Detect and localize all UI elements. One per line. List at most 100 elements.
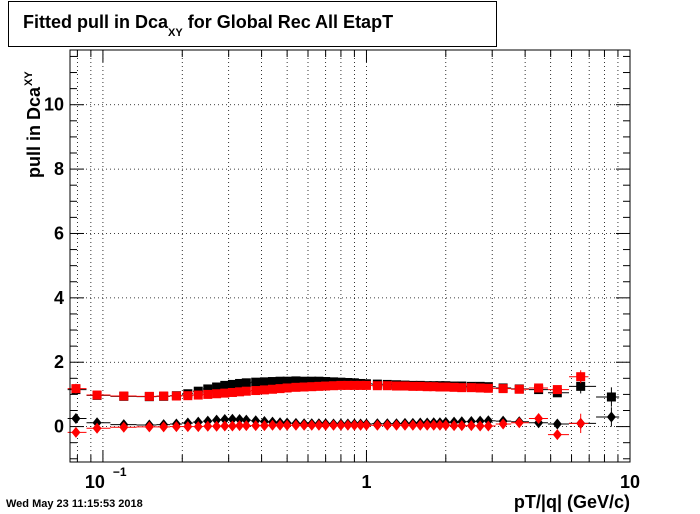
data-point — [259, 377, 269, 387]
data-point — [321, 377, 331, 387]
data-point — [449, 382, 459, 392]
data-point — [227, 387, 237, 397]
data-point — [498, 384, 508, 394]
data-point — [514, 417, 524, 429]
data-point — [235, 414, 245, 426]
data-point — [606, 411, 616, 423]
data-point — [343, 380, 353, 390]
data-point — [183, 421, 193, 433]
data-point — [193, 390, 203, 400]
data-point — [361, 380, 371, 390]
chart-title: Fitted pull in DcaXY for Global Rec All … — [23, 12, 394, 39]
data-point — [441, 382, 451, 392]
ylabel-main: pull in Dca — [24, 86, 44, 178]
series-3 — [67, 413, 589, 441]
data-point — [159, 391, 169, 401]
data-point — [267, 419, 277, 431]
data-point — [336, 380, 346, 390]
title-rest: for Global Rec All EtapT — [182, 12, 394, 32]
data-point — [241, 378, 251, 388]
data-point — [212, 414, 222, 426]
data-point — [71, 426, 81, 438]
data-point — [552, 418, 562, 430]
data-point — [282, 376, 292, 386]
data-point — [606, 392, 616, 402]
data-point — [227, 379, 237, 389]
data-point — [349, 380, 359, 390]
data-point — [227, 413, 237, 425]
data-point — [422, 419, 432, 431]
data-point — [171, 391, 181, 401]
data-point — [534, 383, 544, 393]
data-point — [475, 420, 485, 432]
data-point — [259, 420, 269, 432]
data-point — [212, 389, 222, 399]
data-point — [220, 380, 230, 390]
data-point — [299, 382, 309, 392]
data-point — [241, 386, 251, 396]
y-tick-label: 6 — [54, 223, 64, 243]
plot-frame — [69, 49, 631, 463]
data-point — [314, 376, 324, 386]
data-point — [552, 429, 562, 441]
data-point — [307, 419, 317, 431]
data-point — [235, 378, 245, 388]
data-point — [400, 381, 410, 391]
data-point — [498, 418, 508, 430]
data-point — [275, 384, 285, 394]
data-point — [203, 420, 213, 432]
data-point — [171, 421, 181, 433]
data-point — [382, 381, 392, 391]
data-point — [291, 382, 301, 392]
data-point — [457, 420, 467, 432]
data-point — [159, 421, 169, 433]
data-point — [422, 382, 432, 392]
data-point — [391, 381, 401, 391]
y-tick-label: 4 — [54, 288, 64, 308]
data-point — [220, 420, 230, 432]
data-point — [483, 383, 493, 393]
data-point — [576, 372, 586, 382]
data-series — [67, 370, 620, 441]
data-point — [92, 390, 102, 400]
data-point — [291, 376, 301, 386]
data-point — [220, 388, 230, 398]
data-point — [372, 419, 382, 431]
data-point — [415, 419, 425, 431]
timestamp: Wed May 23 11:15:53 2018 — [6, 498, 143, 510]
data-point — [220, 414, 230, 426]
data-point — [336, 419, 346, 431]
data-point — [235, 387, 245, 397]
series-1 — [67, 370, 589, 401]
data-point — [307, 382, 317, 392]
data-point — [408, 419, 418, 431]
data-point — [235, 420, 245, 432]
data-point — [212, 420, 222, 432]
y-tick-label: 8 — [54, 159, 64, 179]
data-point — [514, 384, 524, 394]
data-point — [483, 420, 493, 432]
data-point — [449, 420, 459, 432]
ylabel-sub: XY — [23, 71, 35, 86]
data-point — [203, 389, 213, 399]
data-point — [267, 384, 277, 394]
data-point — [203, 384, 213, 394]
title-main: Fitted pull in Dca — [23, 12, 169, 32]
data-point — [299, 419, 309, 431]
data-point — [267, 377, 277, 387]
data-point — [183, 391, 193, 401]
data-point — [251, 420, 261, 432]
data-point — [193, 421, 203, 433]
data-point — [475, 383, 485, 393]
data-point — [349, 419, 359, 431]
data-point — [227, 420, 237, 432]
data-point — [534, 413, 544, 425]
data-point — [321, 381, 331, 391]
data-point — [321, 419, 331, 431]
data-point — [408, 381, 418, 391]
data-point — [282, 419, 292, 431]
data-point — [415, 381, 425, 391]
title-sub: XY — [168, 27, 183, 39]
data-point — [307, 376, 317, 386]
axes: 0 2 4 6 8 10 10 −1 1 10 — [44, 50, 640, 492]
